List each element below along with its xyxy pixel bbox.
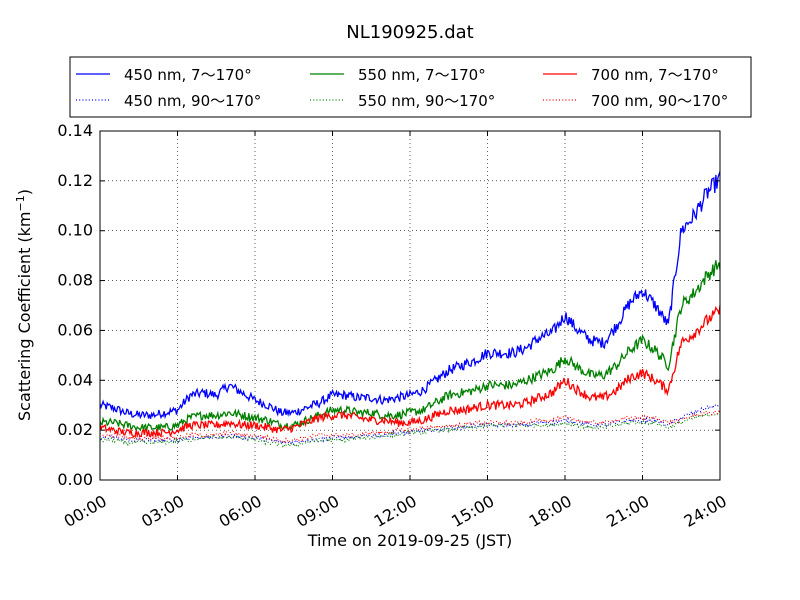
x-axis-label: Time on 2019-09-25 (JST) (307, 531, 512, 550)
legend-frame (69, 56, 752, 118)
series-line-1 (99, 171, 721, 420)
y-axis-label-main: Scattering Coefficient (km (15, 211, 34, 421)
y-tick-label: 0.08 (57, 271, 93, 290)
y-tick-label: 0.06 (57, 320, 93, 339)
legend-label: 450 nm, 90～170° (124, 92, 261, 110)
legend-label: 700 nm, 7～170° (591, 66, 719, 84)
chart-title: NL190925.dat (346, 22, 473, 43)
y-axis-label-superscript: −1 (14, 195, 27, 211)
legend-label: 450 nm, 7～170° (124, 66, 252, 84)
series-line-2 (99, 260, 721, 433)
legend-label: 550 nm, 90～170° (358, 92, 495, 110)
legend-label: 550 nm, 7～170° (358, 66, 486, 84)
legend-label: 700 nm, 90～170° (591, 92, 728, 110)
series-line-3 (99, 305, 721, 439)
y-axis-label: Scattering Coefficient (km−1) (14, 189, 34, 421)
y-tick-label: 0.12 (57, 171, 93, 190)
y-tick-label: 0.10 (57, 221, 93, 240)
y-axis-label-end: ) (15, 189, 34, 195)
legend: 450 nm, 7～170° 550 nm, 7～170° 700 nm, 7～17… (69, 56, 752, 118)
y-axis: 0.00 0.02 0.04 0.06 0.08 0.10 0.12 0.14 (57, 121, 720, 489)
y-tick-label: 0.02 (57, 420, 93, 439)
y-tick-label: 0.14 (57, 121, 93, 140)
y-tick-label: 0.04 (57, 370, 93, 389)
y-tick-label: 0.00 (57, 470, 93, 489)
